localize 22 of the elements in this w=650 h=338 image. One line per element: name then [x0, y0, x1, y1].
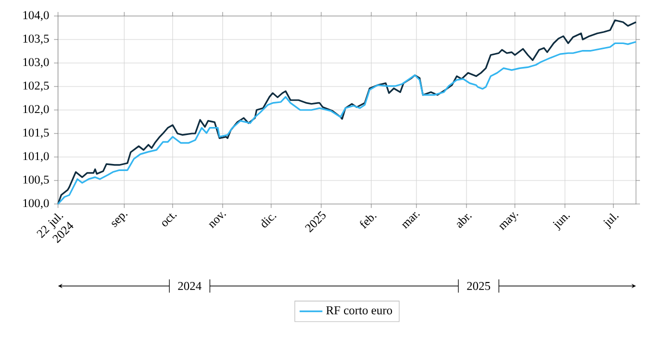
x-tick-label: jul.: [604, 213, 619, 230]
y-tick-label: 102,5: [23, 82, 49, 92]
x-tick-label: sep.: [112, 214, 128, 228]
y-tick-label: 103,0: [23, 58, 49, 68]
y-tick-label: 100,5: [23, 176, 49, 186]
x-tick-label: nov.: [208, 212, 226, 228]
x-tick-label: mar.: [402, 212, 420, 229]
legend-label: RF corto euro: [326, 306, 392, 314]
y-tick-label: 100,0: [23, 199, 49, 209]
y-tick-label: 104,0: [23, 11, 49, 21]
x-tick-label: feb.: [360, 215, 376, 229]
y-tick-label: 101,0: [23, 152, 49, 162]
x-tick-label: may.: [499, 212, 518, 230]
x-tick-label: abr.: [456, 214, 472, 228]
text: 2025: [467, 282, 490, 290]
text: 2024: [178, 282, 202, 290]
x-tick-label: oct.: [162, 213, 177, 226]
x-tick-label: jun.: [552, 215, 570, 231]
x-tick-label: dic.: [260, 214, 276, 228]
y-tick-label: 102,0: [23, 105, 49, 115]
y-tick-label: 103,5: [23, 34, 49, 44]
y-tick-label: 101,5: [23, 128, 49, 138]
